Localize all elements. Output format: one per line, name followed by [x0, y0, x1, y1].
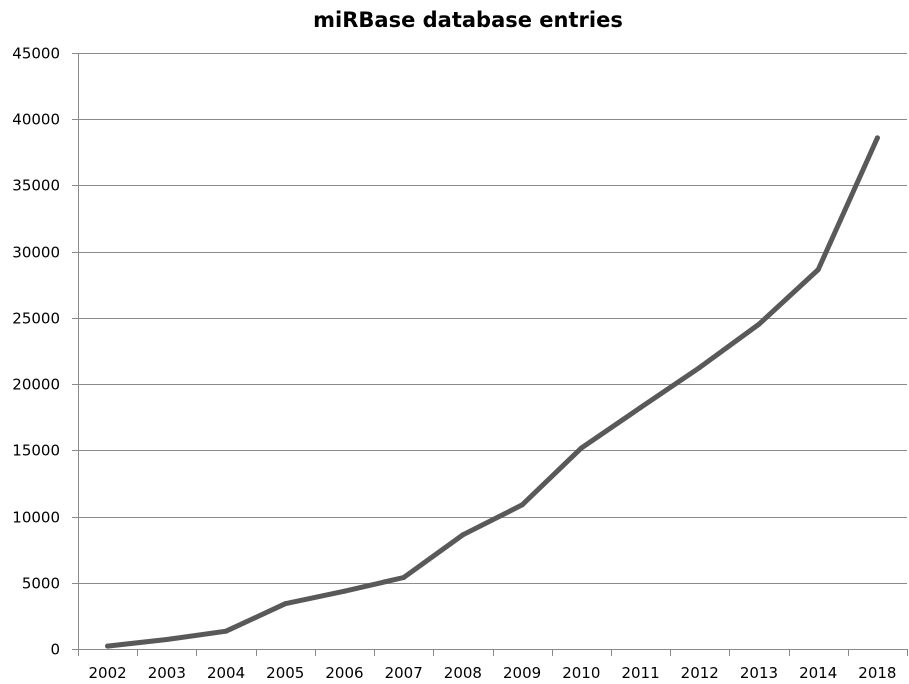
data-point — [460, 532, 466, 538]
y-tick-label: 15000 — [12, 442, 60, 460]
y-tick-labels: 0 5000 10000 15000 20000 25000 30000 35000 40000… — [12, 45, 60, 659]
x-tick-label: 2004 — [207, 664, 245, 682]
data-point — [815, 267, 821, 273]
data-point — [697, 364, 703, 370]
x-tick-label: 2006 — [325, 664, 363, 682]
x-tick-label: 2009 — [503, 664, 541, 682]
y-tick-label: 0 — [50, 641, 60, 659]
x-tick-label: 2003 — [148, 664, 186, 682]
data-point — [638, 405, 643, 411]
x-tick-labels: 2002 2003 2004 2005 2006 2007 2008 2009 2010 2011… — [89, 664, 897, 682]
data-point — [756, 321, 762, 327]
axes — [72, 53, 908, 656]
data-point — [342, 588, 347, 594]
x-tick-label: 2005 — [266, 664, 304, 682]
data-point — [223, 628, 229, 634]
data-point — [282, 601, 288, 607]
x-tick-label: 2012 — [681, 664, 719, 682]
x-tick-label: 2018 — [858, 664, 896, 682]
data-point — [105, 643, 111, 649]
y-tick-label: 40000 — [12, 111, 60, 129]
series-layer — [105, 135, 880, 649]
y-tick-label: 5000 — [22, 575, 60, 593]
data-point — [401, 575, 407, 580]
y-tick-label: 35000 — [12, 177, 60, 195]
x-tick-label: 2013 — [740, 664, 778, 682]
x-tick-label: 2002 — [89, 664, 127, 682]
x-tick-label: 2010 — [562, 664, 600, 682]
gridlines — [78, 53, 907, 584]
data-point — [164, 637, 170, 642]
y-tick-label: 25000 — [12, 310, 60, 328]
data-point — [578, 445, 584, 451]
x-tick-label: 2008 — [444, 664, 482, 682]
x-tick-label: 2007 — [385, 664, 423, 682]
series-line — [105, 135, 880, 649]
y-tick-label: 30000 — [12, 244, 60, 262]
y-tick-label: 45000 — [12, 45, 60, 63]
y-tick-label: 10000 — [12, 509, 60, 527]
chart-title: miRBase database entries — [313, 8, 623, 32]
x-tick-label: 2014 — [799, 664, 837, 682]
y-tick-label: 20000 — [12, 376, 60, 394]
data-point — [874, 135, 880, 141]
x-tick-label: 2011 — [621, 664, 659, 682]
data-point — [519, 502, 525, 508]
